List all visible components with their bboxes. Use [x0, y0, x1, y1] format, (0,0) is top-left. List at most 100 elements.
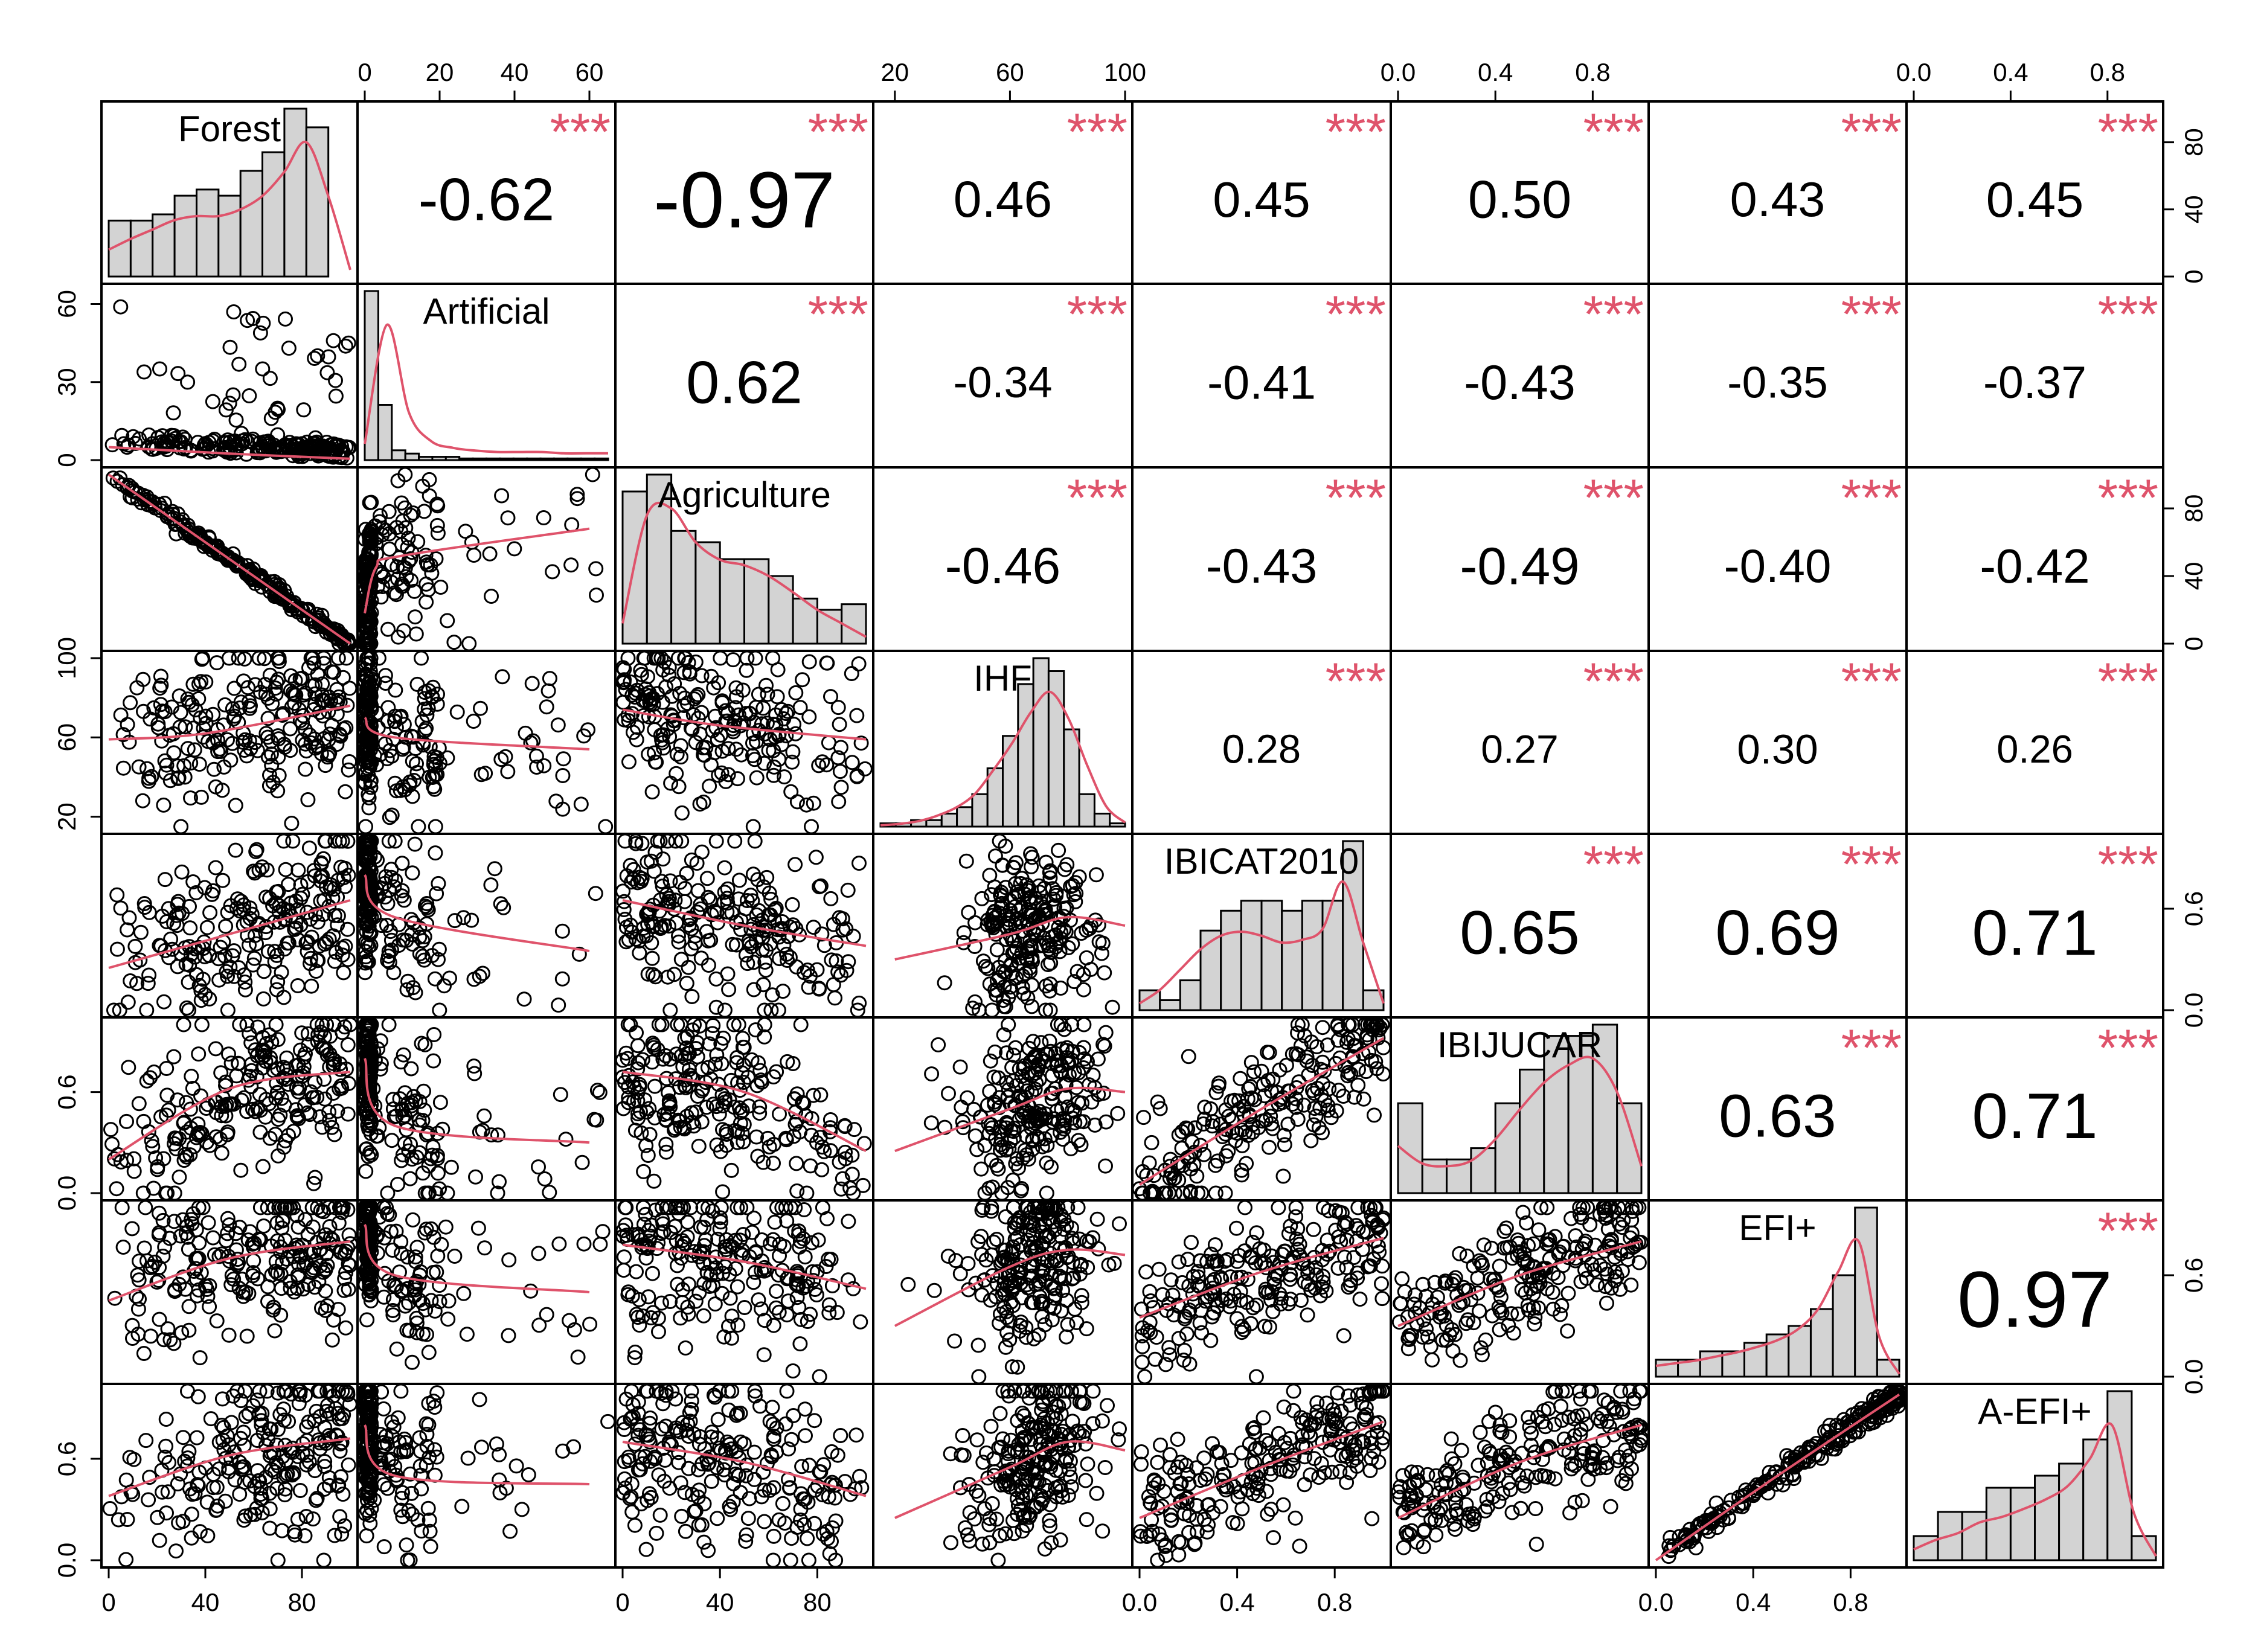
scatter-point: [678, 1340, 693, 1356]
scatter-point: [296, 687, 312, 703]
scatter-point: [417, 691, 432, 706]
scatter-point: [251, 650, 267, 666]
variable-label: IHF: [973, 658, 1032, 699]
scatter-point: [214, 1145, 229, 1161]
scatter-point: [240, 313, 255, 328]
scatter-point: [1060, 1317, 1076, 1333]
scatter-point: [242, 700, 258, 716]
scatter-point: [419, 594, 434, 610]
scatter-point: [236, 673, 251, 689]
scatter-point: [545, 564, 560, 580]
scatter-point: [797, 1202, 812, 1217]
correlation-cell: 0.71***: [1972, 1019, 2158, 1152]
scatter-point: [298, 743, 314, 759]
scatter-point: [208, 779, 223, 795]
scatter-point: [405, 1212, 421, 1228]
scatter-point: [143, 711, 158, 727]
scatter-point: [1141, 1155, 1157, 1171]
significance-stars: ***: [1583, 286, 1644, 344]
histogram-bar: [1342, 840, 1364, 1011]
scatter-point: [389, 1341, 405, 1357]
histogram-bar: [1093, 813, 1111, 828]
scatter-point: [174, 864, 190, 880]
scatter-point: [172, 514, 188, 530]
correlation-value: 0.26: [1996, 727, 2073, 771]
scatter-panel: [615, 1200, 868, 1385]
panel-frame: [872, 1199, 1134, 1385]
scatter-point: [461, 636, 477, 652]
scatter-panel: [105, 470, 358, 652]
scatter-point: [233, 1162, 249, 1178]
scatter-point: [210, 732, 225, 748]
scatter-point: [263, 746, 279, 762]
scatter-point: [840, 882, 856, 898]
scatter-point: [476, 1108, 492, 1124]
scatter-point: [757, 1029, 772, 1045]
scatter-point: [769, 1284, 784, 1299]
scatter-point: [788, 685, 804, 700]
scatter-panel: [357, 467, 604, 652]
variable-label: Agriculture: [658, 475, 831, 515]
scatter-point: [708, 971, 724, 987]
scatter-point: [278, 862, 293, 877]
matrix-panels: ForestArtificialAgricultureIHFIBICAT2010…: [100, 100, 2164, 1569]
scatter-point: [268, 680, 283, 696]
scatter-point: [185, 1081, 200, 1096]
scatter-point: [1336, 1328, 1352, 1343]
scatter-point: [430, 498, 446, 514]
scatter-point: [849, 708, 865, 723]
scatter-point: [384, 1133, 400, 1148]
scatter-point: [311, 442, 327, 457]
scatter-point: [570, 1349, 586, 1365]
correlation-value: 0.63: [1719, 1083, 1836, 1150]
histogram-bar: [391, 449, 406, 461]
histogram-bar: [1159, 999, 1181, 1011]
scatter-point: [265, 696, 280, 711]
scatter-point: [276, 990, 292, 1005]
scatter-point: [1498, 1220, 1514, 1236]
correlation-cell: 0.69***: [1715, 836, 1902, 968]
scatter-point: [147, 496, 162, 512]
scatter-point: [681, 959, 696, 975]
scatter-point: [188, 702, 204, 718]
scatter-point: [793, 1017, 809, 1032]
scatter-point: [1478, 1332, 1493, 1348]
variable-label: IBIJUCAR: [1437, 1025, 1602, 1065]
scatter-point: [255, 361, 271, 377]
correlation-cell: -0.97***: [653, 103, 868, 245]
scatter-point: [225, 387, 241, 403]
scatter-point: [762, 1139, 777, 1154]
scatter-point: [428, 819, 443, 834]
scatter-point: [338, 439, 354, 455]
scatter-point: [132, 1292, 147, 1307]
scatter-point: [1112, 1216, 1127, 1232]
scatter-point: [405, 505, 421, 521]
scatter-point: [789, 794, 805, 810]
scatter-point: [381, 1017, 397, 1032]
scatter-point: [422, 488, 437, 504]
correlation-cell: 0.45***: [1986, 103, 2158, 228]
scatter-point: [256, 1218, 272, 1234]
scatter-point: [239, 748, 255, 764]
scatter-point: [658, 1144, 674, 1160]
scatter-point: [341, 335, 356, 351]
scatter-point: [385, 1243, 400, 1258]
scatter-point: [136, 1346, 152, 1361]
scatter-point: [621, 754, 637, 770]
scatter-point: [1315, 1020, 1330, 1036]
scatter-point: [684, 989, 700, 1004]
scatter-point: [226, 680, 242, 696]
scatter-point: [394, 856, 410, 871]
scatter-point: [592, 1237, 608, 1252]
histogram-bar: [458, 457, 474, 461]
scatter-point: [737, 1300, 752, 1315]
scatter-point: [358, 555, 374, 571]
histogram-bar: [841, 603, 867, 645]
scatter-panel: [1132, 1017, 1391, 1201]
scatter-point: [411, 819, 426, 834]
scatter-point: [388, 682, 403, 698]
scatter-point: [158, 765, 173, 781]
scatter-point: [1582, 1217, 1598, 1232]
scatter-point: [377, 522, 393, 538]
scatter-point: [315, 676, 330, 692]
